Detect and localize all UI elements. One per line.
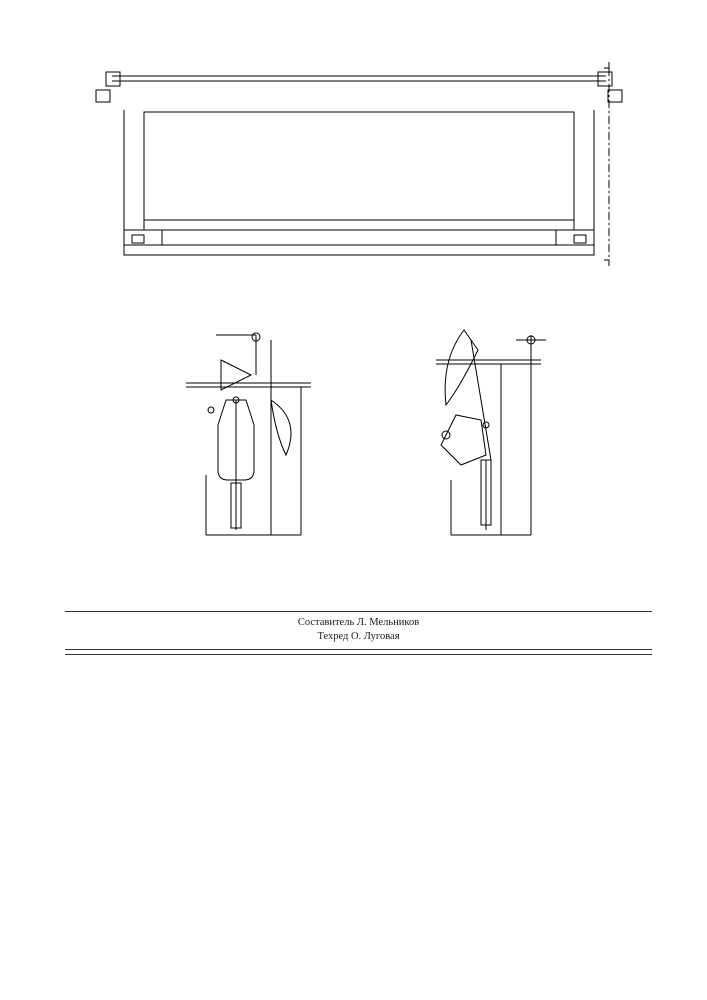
footer-corrector bbox=[453, 630, 642, 644]
figure-1-svg bbox=[84, 50, 634, 280]
figure-1 bbox=[65, 50, 652, 285]
figure-2 bbox=[156, 305, 331, 562]
footer-compiler: Составитель Л. Мельников bbox=[65, 616, 652, 630]
footer-tech: Техред О. Луговая bbox=[264, 630, 453, 644]
figure-2-svg bbox=[156, 305, 331, 555]
footer-editor bbox=[75, 630, 264, 644]
footer: Составитель Л. Мельников Техред О. Лугов… bbox=[65, 611, 652, 654]
figure-3-svg bbox=[386, 305, 561, 555]
figure-3 bbox=[386, 305, 561, 562]
figure-row-2-3 bbox=[65, 305, 652, 562]
